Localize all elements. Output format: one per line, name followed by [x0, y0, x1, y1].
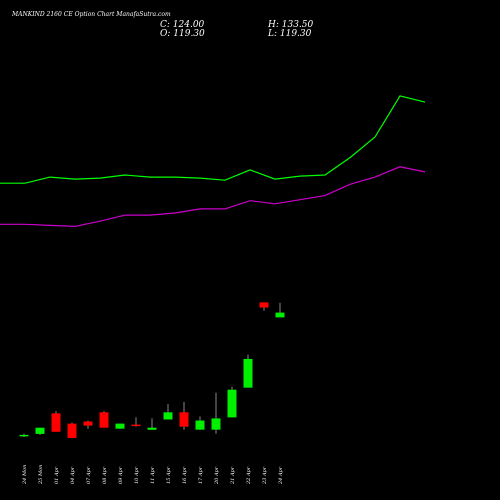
x-tick-label: 04 Apr	[70, 466, 76, 484]
chart-title: MANKIND 2160 CE Option Chart ManafaSutra…	[11, 11, 171, 18]
x-tick-label: 01 Apr	[54, 466, 60, 484]
candles-layer	[19, 302, 285, 438]
candle-body	[275, 312, 285, 318]
candle	[83, 420, 93, 429]
x-tick-label: 17 Apr	[198, 466, 204, 484]
candle-body	[243, 358, 253, 388]
x-tick-label: 11 Apr	[150, 466, 156, 484]
x-tick-label: 22 Apr	[246, 466, 252, 485]
x-tick-label: 24 Mon	[22, 465, 28, 485]
x-tick-label: 24 Apr	[278, 466, 284, 485]
candle	[67, 422, 77, 438]
candle	[179, 402, 189, 430]
candle	[243, 354, 253, 388]
candle	[147, 418, 157, 430]
candle-body	[147, 427, 157, 430]
open-value: O: 119.30	[160, 29, 205, 39]
x-tick-label: 16 Apr	[182, 466, 188, 484]
candle	[163, 404, 173, 420]
candle-body	[211, 418, 221, 430]
candle	[115, 423, 125, 429]
candle-body	[67, 423, 77, 438]
candle	[275, 302, 285, 318]
close-value: C: 124.00	[160, 20, 205, 30]
candle	[259, 302, 269, 311]
x-tick-label: 25 Mon	[38, 465, 44, 485]
candle-body	[131, 424, 141, 427]
x-tick-label: 20 Apr	[214, 466, 220, 485]
high-value: H: 133.50	[267, 20, 314, 30]
x-tick-label: 10 Apr	[134, 466, 140, 484]
candle-body	[51, 413, 61, 432]
candle	[19, 433, 29, 437]
candle	[211, 392, 221, 434]
candle-body	[227, 389, 237, 418]
candle-body	[259, 302, 269, 308]
candle-body	[179, 412, 189, 427]
low-value: L: 119.30	[267, 29, 312, 39]
x-tick-label: 21 Apr	[230, 466, 236, 485]
candle-body	[195, 420, 205, 430]
x-tick-label: 09 Apr	[118, 466, 124, 484]
candle	[51, 411, 61, 432]
candle	[35, 427, 45, 435]
candle-body	[83, 421, 93, 426]
candle	[195, 416, 205, 430]
upper-band-line	[0, 95, 426, 184]
bands-layer	[0, 95, 426, 228]
x-tick-labels: 24 Mon 25 Mon 01 Apr 04 Apr 07 Apr 08 Apr 09 A…	[22, 465, 284, 485]
lower-band-line	[0, 166, 426, 228]
candle-body	[163, 412, 173, 420]
candle	[227, 386, 237, 418]
x-tick-label: 08 Apr	[102, 466, 108, 484]
candle-body	[35, 427, 45, 434]
candle-body	[115, 423, 125, 429]
x-tick-label: 07 Apr	[86, 466, 92, 484]
candle-body	[99, 412, 109, 428]
x-tick-label: 23 Apr	[262, 466, 268, 485]
candle	[99, 411, 109, 428]
candle	[131, 417, 141, 427]
x-tick-label: 15 Apr	[166, 466, 172, 484]
candle-body	[19, 434, 29, 437]
